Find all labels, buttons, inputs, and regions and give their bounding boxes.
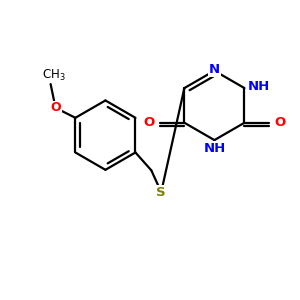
Text: NH: NH [248,80,270,93]
Text: NH: NH [203,142,226,155]
Text: O: O [50,101,61,114]
Text: O: O [274,116,285,129]
Text: O: O [143,116,155,129]
Text: N: N [209,63,220,76]
Text: CH$_3$: CH$_3$ [42,68,65,83]
Text: S: S [156,186,166,199]
